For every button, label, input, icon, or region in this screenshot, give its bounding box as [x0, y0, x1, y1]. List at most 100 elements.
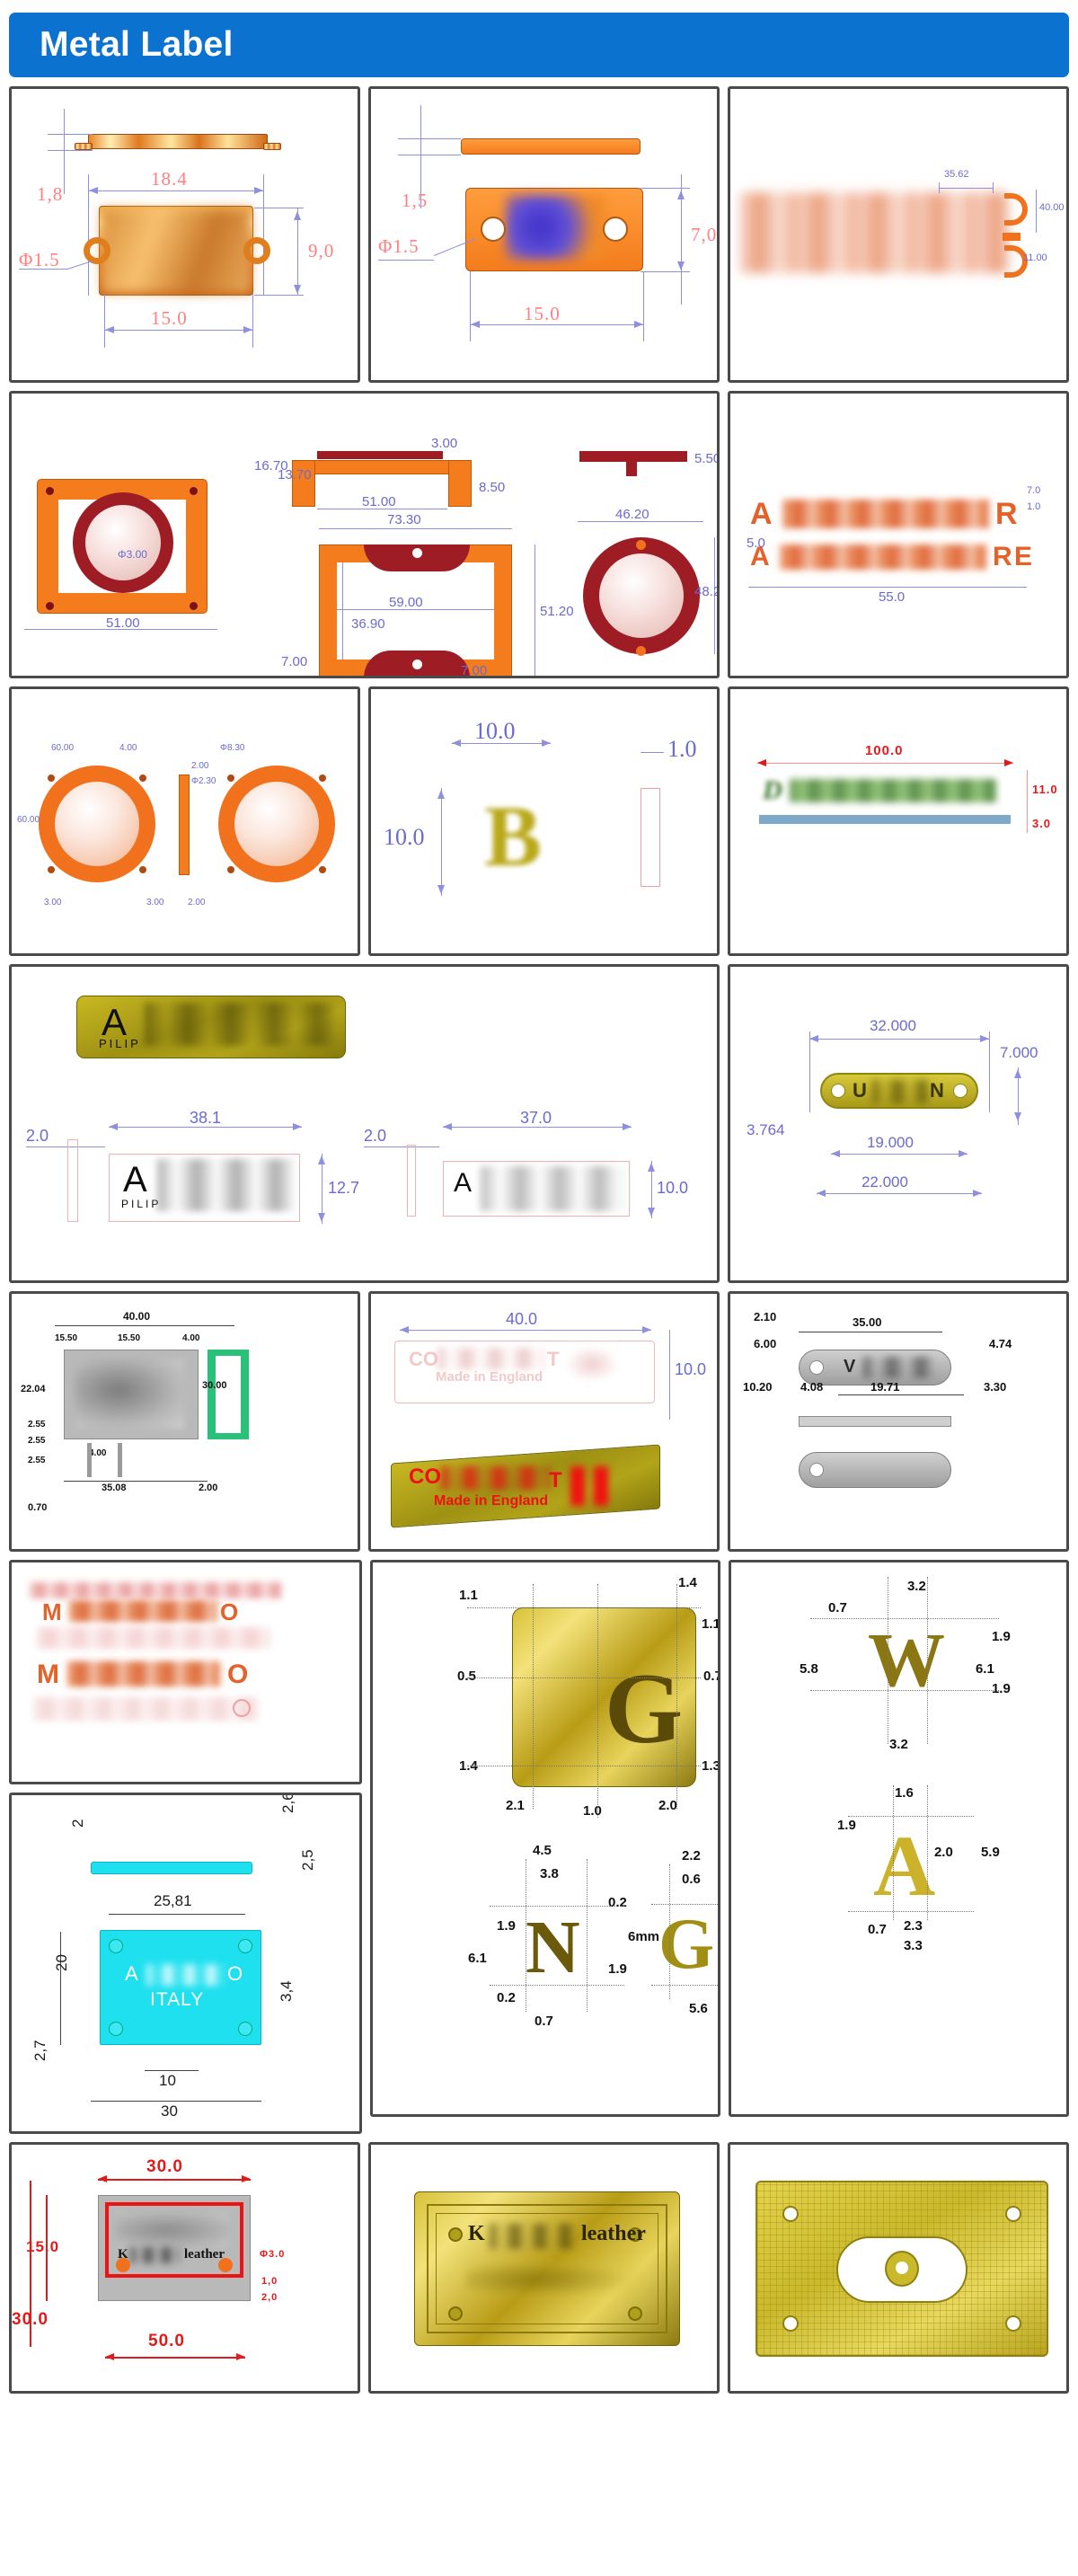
card-oval-gold-nameplate[interactable]: 32.000 U N 7.000 3.764 19.000 22.000	[727, 964, 1069, 1283]
dim-height-7-0: 7,0	[690, 224, 718, 245]
badge-front-dome	[55, 782, 139, 866]
copper-side-tab-left	[75, 143, 93, 150]
w-dim-1-9-bottom: 1.9	[991, 1681, 1011, 1696]
card-copper-oval-label[interactable]: 1,8 18.4 Φ1.5 9,0	[9, 86, 360, 383]
dim-4-74: 4.74	[988, 1337, 1012, 1350]
dim-5-50: 5.50	[694, 451, 720, 466]
pilip-brand-a-3d: A	[102, 1001, 128, 1043]
card-pilip-gold-bar-label[interactable]: A PILIP 38.1 2.0 A PILIP 12.7 37.0	[9, 964, 720, 1283]
card-blurred-orange-text[interactable]: 35.62 40.00 11.00	[727, 86, 1069, 383]
grid-row-3: 60.00 4.00 2.00 Φ2.30 60.00 Φ8.30 3.00 3…	[9, 686, 1069, 956]
g2-dim-2-2-top: 2.2	[682, 1848, 701, 1863]
dim-48-20: 48.20	[694, 584, 717, 599]
card-two-line-brand-text[interactable]: A R A R E 55.0 5.0 7.0 1.0	[727, 391, 1069, 678]
dim-35-62: 35.62	[943, 169, 969, 180]
italy-side-view	[91, 1862, 252, 1874]
letter-a-glyph: A	[872, 1818, 936, 1914]
card-gray-oval-buckle[interactable]: 2.10 6.00 35.00 4.74 V 10.20 4.08 19.71 …	[727, 1291, 1069, 1552]
letter-r-top: R	[994, 497, 1018, 531]
dim-40-00: 40.00	[1038, 202, 1065, 213]
card-letter-w-and-a[interactable]: W 3.2 0.7 5.8 1.9 6.1 1.9 3.2 A 1.6 1.9 …	[728, 1560, 1069, 2117]
counterfeit-text-outline: CO	[408, 1348, 438, 1370]
rivet-left	[116, 2258, 130, 2272]
counterfeit-text-t-outline: T	[546, 1348, 560, 1370]
dim-38-1: 38.1	[190, 1109, 222, 1127]
dim-30-0-top: 30.0	[146, 2157, 183, 2176]
orange-side-view	[460, 138, 641, 155]
dim-2: 2	[69, 1819, 86, 1828]
nameplate-hole-left	[830, 1084, 845, 1098]
card-gold-perforated-oval-plate[interactable]	[727, 2142, 1069, 2394]
letter-g2-glyph: G	[658, 1905, 715, 1984]
card-green-script-bar[interactable]: 100.0 D 11.0 3.0	[727, 686, 1069, 956]
card-k-leather-dimensions[interactable]: 30.0 K leather 15.0 30.0 50.0 Φ3.0 1,0 2…	[9, 2142, 360, 2394]
gold-rivet-left	[447, 2227, 463, 2242]
card-counterfeit-label[interactable]: 40.0 CO T Made in England 10.0 CO T Made…	[367, 1291, 720, 1552]
dim-11-00: 11.00	[1022, 252, 1047, 263]
grid-row-5: 40.00 15.50 15.50 4.00 22.04 30.00 2.55 …	[9, 1291, 1069, 1552]
drawing-grid: 1,8 18.4 Φ1.5 9,0	[0, 86, 1078, 2418]
gold-rivet-br	[627, 2306, 642, 2321]
dim-1-0: 1.0	[1026, 501, 1041, 512]
a-dim-5-9: 5.9	[980, 1845, 1000, 1860]
letter-b-glyph: B	[483, 788, 543, 884]
dim-50-0: 50.0	[148, 2332, 185, 2350]
gold-text-leather: leather	[580, 2222, 646, 2245]
left-column-stack: M O M O 2 2,6 2,5 25,81	[9, 1560, 362, 2134]
section-body	[292, 460, 472, 474]
grid-row-4: A PILIP 38.1 2.0 A PILIP 12.7 37.0	[9, 964, 1069, 1283]
dim-width-18-4: 18.4	[151, 168, 188, 190]
dim-3-4: 3,4	[278, 1980, 295, 2002]
counterfeit-text-t-3d: T	[548, 1468, 562, 1492]
n-dim-6-1: 6.1	[468, 1951, 487, 1966]
italy-plate	[100, 1930, 261, 2045]
gold-rivet-right	[627, 2227, 642, 2242]
card-orange-frame-speaker[interactable]: 51.00 Φ3.00 16.70 13.70 3.00 8.50 51.00 …	[9, 391, 720, 678]
plate-outline-left	[109, 1154, 300, 1222]
grid-row-7: 30.0 K leather 15.0 30.0 50.0 Φ3.0 1,0 2…	[9, 2142, 1069, 2394]
card-letter-g-tile-and-n-g[interactable]: G 1.1 1.4 1.1 0.5 0.7 1.4 1.3 2.1 1.0 2.…	[370, 1560, 720, 2117]
loop-right	[243, 237, 270, 264]
n-dim-1-9-left: 1.9	[497, 1918, 516, 1934]
letter-w-glyph: W	[867, 1616, 945, 1703]
card-letter-b-dimension[interactable]: 10.0 10.0 B 1.0	[367, 686, 720, 956]
n-dim-4-5: 4.5	[533, 1843, 552, 1858]
card-k-leather-gold-plate[interactable]: K leather	[367, 2142, 720, 2394]
letter-a-bottom: A	[749, 542, 770, 571]
g-dim-1-1-right: 1.1	[702, 1616, 720, 1632]
dim-10-0-left: 10.0	[383, 824, 425, 850]
card-metal-clip-label[interactable]: 40.00 15.50 15.50 4.00 22.04 30.00 2.55 …	[9, 1291, 360, 1552]
frame-mid-inner	[337, 562, 494, 659]
outline-brand-a-right: A	[454, 1168, 473, 1198]
card-italy-cyan-nameplate[interactable]: 2 2,6 2,5 25,81 A O ITALY 20 3,4 2,7 10	[9, 1793, 362, 2134]
counterfeit-outline	[393, 1341, 655, 1403]
hole-right	[602, 217, 628, 242]
card-blurred-m-o-brand[interactable]: M O M O	[9, 1560, 362, 1784]
n-dim-1-9-right: 1.9	[608, 1961, 627, 1977]
dim-19-000: 19.000	[866, 1134, 914, 1151]
n-dim-0-2-top: 0.2	[608, 1895, 627, 1910]
edge-bar-right	[407, 1145, 416, 1217]
card-orange-rect-label[interactable]: 1,5 Φ1.5 7,0 15.0	[367, 86, 720, 383]
dim-2-55a: 2.55	[28, 1420, 46, 1430]
dim-2-00: 2.00	[191, 761, 209, 771]
dim-4-00b: 4.00	[89, 1448, 107, 1458]
dim-16-70: 16.70	[254, 458, 288, 474]
buckle-side-view	[798, 1416, 951, 1427]
gold-rivet-bl	[447, 2306, 463, 2321]
dim-2-0-left: 2.0	[26, 1127, 49, 1145]
page-header-banner: Metal Label	[9, 13, 1069, 77]
k-leather-text-leather: leather	[184, 2247, 225, 2262]
dim-10-20: 10.20	[742, 1380, 773, 1394]
page-title: Metal Label	[40, 25, 234, 64]
dim-2-00c: 2.00	[188, 898, 206, 907]
g2-dim-6mm: 6mm	[628, 1929, 660, 1944]
screw-tr	[238, 1939, 252, 1953]
dim-phi-1-5: Φ1.5	[19, 249, 60, 270]
w-dim-6-1: 6.1	[975, 1661, 994, 1677]
dim-30-00: 30.00	[202, 1380, 227, 1391]
card-round-dome-badge-views[interactable]: 60.00 4.00 2.00 Φ2.30 60.00 Φ8.30 3.00 3…	[9, 686, 360, 956]
dim-7-000: 7.000	[999, 1044, 1038, 1061]
dim-22-04: 22.04	[21, 1384, 46, 1394]
dim-60-00a: 60.00	[51, 743, 75, 753]
